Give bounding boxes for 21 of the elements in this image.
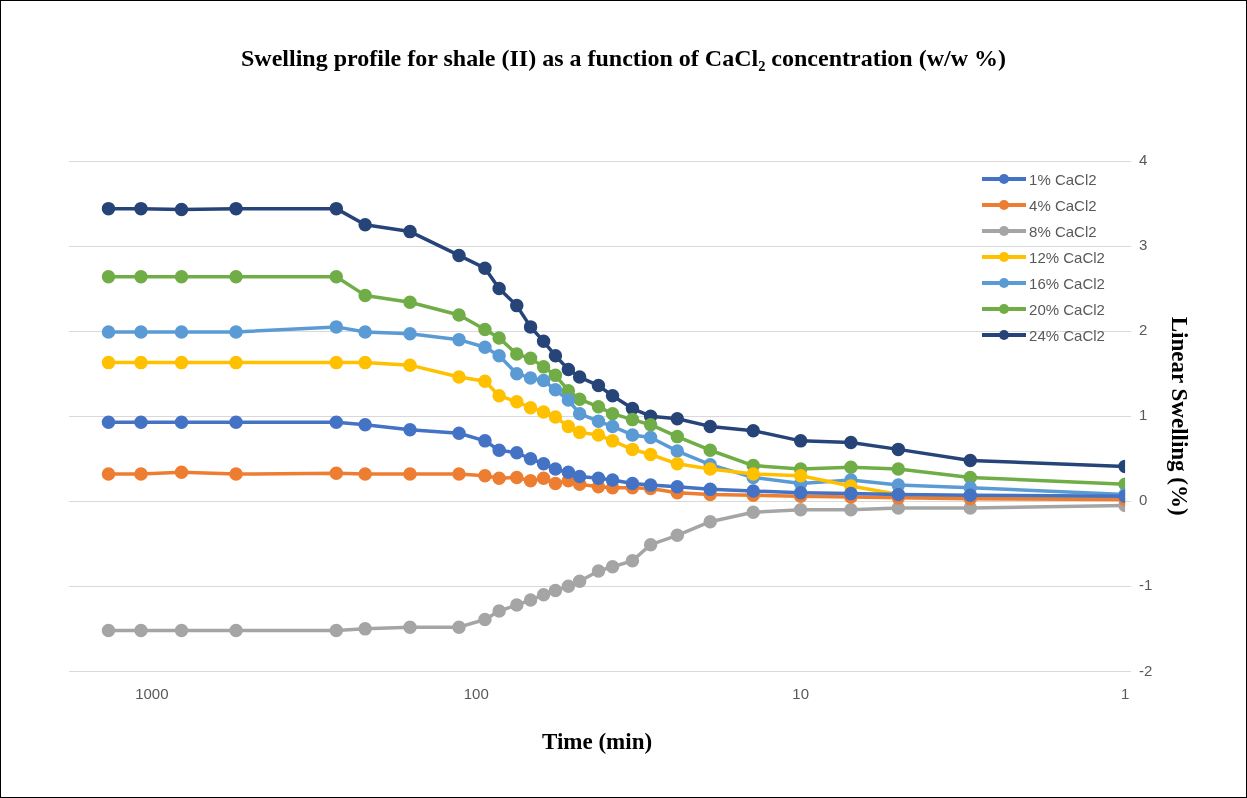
y-tick-label: 3 [1139, 236, 1148, 254]
legend-label: 1% CaCl2 [1029, 170, 1097, 188]
y-tick-label: 1 [1139, 406, 1148, 424]
y-tick-label: 0 [1139, 491, 1148, 509]
legend-label: 12% CaCl2 [1029, 248, 1105, 266]
y-tick-label: -2 [1139, 661, 1153, 679]
legend-label: 4% CaCl2 [1029, 196, 1097, 214]
x-tick-label: 10 [792, 684, 809, 702]
x-axis-title: Time (min) [541, 729, 653, 755]
x-tick-label: 1 [1120, 684, 1130, 702]
y-tick-label: 2 [1139, 321, 1148, 339]
legend-label: 16% CaCl2 [1029, 274, 1105, 292]
x-tick-label: 1000 [135, 684, 169, 702]
chart-title: Swelling profile for shale (II) as a function of CaCl₂ concentration (w/w %) [240, 44, 1007, 73]
y-tick-label: -1 [1139, 576, 1153, 594]
y-axis-title: Linear Swelling (%) [1167, 316, 1193, 516]
x-tick-label: 100 [463, 684, 489, 702]
y-tick-label: 4 [1139, 151, 1148, 169]
legend-label: 24% CaCl2 [1029, 326, 1105, 344]
legend-label: 8% CaCl2 [1029, 222, 1097, 240]
legend-label: 20% CaCl2 [1029, 300, 1105, 318]
